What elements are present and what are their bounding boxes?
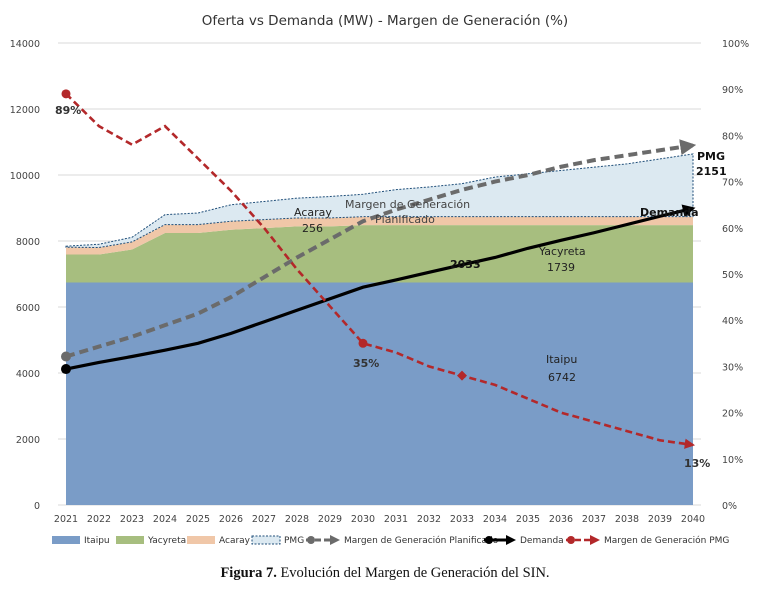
legend-dot-demanda bbox=[485, 536, 493, 544]
legend-arrow-demanda bbox=[506, 535, 516, 545]
line-margen-de-generación-planificado bbox=[65, 139, 697, 359]
y-left-tick-label: 6000 bbox=[16, 303, 40, 314]
annotation-acaray-value: 256 bbox=[302, 222, 323, 235]
legend: Itaipu Yacyreta Acaray PMG Margen de Gen… bbox=[52, 535, 729, 546]
x-tick-label: 2038 bbox=[615, 514, 639, 525]
y-right-tick-label: 10% bbox=[722, 455, 743, 466]
legend-label-demanda: Demanda bbox=[520, 536, 564, 546]
legend-swatch-yacyreta bbox=[116, 536, 144, 544]
annotation-itaipu-value: 6742 bbox=[548, 371, 576, 384]
y-right-tick-label: 40% bbox=[722, 316, 743, 327]
annotation-itaipu-name: Itaipu bbox=[546, 353, 577, 366]
annotation-margin-line2: Planificado bbox=[375, 213, 435, 226]
line-layer bbox=[61, 89, 697, 449]
legend-label-acaray: Acaray bbox=[219, 536, 251, 546]
annotation-pmg-name: PMG bbox=[697, 150, 725, 163]
legend-swatch-pmg bbox=[251, 535, 281, 545]
y-right-tick-label: 0% bbox=[722, 501, 737, 512]
area-yacyreta bbox=[66, 225, 693, 283]
x-tick-label: 2037 bbox=[582, 514, 606, 525]
area-layer bbox=[65, 153, 694, 505]
area-acaray bbox=[66, 216, 693, 255]
x-tick-label: 2031 bbox=[384, 514, 408, 525]
y-right-tick-label: 20% bbox=[722, 409, 743, 420]
x-tick-label: 2033 bbox=[450, 514, 474, 525]
y-right-tick-label: 50% bbox=[722, 270, 743, 281]
legend-swatch-itaipu bbox=[52, 536, 80, 544]
annotation-acaray-name: Acaray bbox=[294, 206, 332, 219]
chart: Oferta vs Demanda (MW) - Margen de Gener… bbox=[10, 13, 749, 546]
y-left-tick-label: 8000 bbox=[16, 237, 40, 248]
annotation-pct-2030: 35% bbox=[353, 357, 379, 370]
caption-label: Figura 7. bbox=[220, 565, 277, 581]
x-tick-label: 2027 bbox=[252, 514, 276, 525]
legend-label-pmg-margin: Margen de Generación PMG bbox=[604, 535, 729, 546]
annotation-yacyreta-value: 1739 bbox=[547, 261, 575, 274]
x-tick-label: 2021 bbox=[54, 514, 78, 525]
y-right-tick-label: 90% bbox=[722, 85, 743, 96]
x-tick-label: 2036 bbox=[549, 514, 573, 525]
annotation-pct-2040: 13% bbox=[684, 457, 710, 470]
x-tick-label: 2022 bbox=[87, 514, 111, 525]
x-tick-label: 2032 bbox=[417, 514, 441, 525]
annotation-pmg-value: 2151 bbox=[696, 165, 727, 178]
legend-arrow-planificado bbox=[330, 535, 340, 545]
x-tick-label: 2035 bbox=[516, 514, 540, 525]
y-left-tick-label: 0 bbox=[34, 501, 40, 512]
line-demanda bbox=[65, 204, 696, 371]
x-tick-label: 2026 bbox=[219, 514, 243, 525]
y-right-tick-label: 80% bbox=[722, 131, 743, 142]
x-tick-label: 2023 bbox=[120, 514, 144, 525]
y-right-tick-label: 60% bbox=[722, 224, 743, 235]
y-left-tick-label: 14000 bbox=[10, 39, 40, 50]
point-marker bbox=[61, 89, 71, 99]
y-left-tick-label: 10000 bbox=[10, 171, 40, 182]
y-right-tick-label: 100% bbox=[722, 39, 749, 50]
annotation-pct-2021: 89% bbox=[55, 104, 81, 117]
x-tick-label: 2040 bbox=[681, 514, 705, 525]
y-left-tick-label: 2000 bbox=[16, 435, 40, 446]
y-right-tick-label: 70% bbox=[722, 178, 743, 189]
legend-label-yacyreta: Yacyreta bbox=[147, 536, 186, 546]
chart-title: Oferta vs Demanda (MW) - Margen de Gener… bbox=[202, 13, 568, 29]
x-tick-label: 2034 bbox=[483, 514, 507, 525]
x-tick-label: 2024 bbox=[153, 514, 177, 525]
annotation-mid-value: 2033 bbox=[450, 258, 481, 271]
line-margen-de-generación-pmg bbox=[65, 92, 696, 449]
y-left-tick-label: 12000 bbox=[10, 105, 40, 116]
annotation-demanda: Demanda bbox=[640, 206, 699, 219]
point-marker bbox=[358, 338, 368, 348]
point-marker bbox=[61, 364, 71, 375]
legend-arrow-pmg-margin bbox=[590, 535, 600, 545]
area-itaipu bbox=[66, 282, 693, 505]
legend-label-pmg: PMG bbox=[284, 536, 304, 546]
x-tick-label: 2025 bbox=[186, 514, 210, 525]
x-tick-label: 2028 bbox=[285, 514, 309, 525]
annotation-yacyreta-name: Yacyreta bbox=[538, 245, 586, 258]
figure-caption: Figura 7. Evolución del Margen de Genera… bbox=[0, 565, 770, 582]
annotation-layer: 89% 35% 13% Acaray 256 Margen de Generac… bbox=[55, 104, 727, 470]
axis-layer: 0 2000 4000 6000 8000 10000 12000 14000 0% 10% 20%… bbox=[10, 39, 749, 525]
x-tick-label: 2030 bbox=[351, 514, 375, 525]
caption-text: Evolución del Margen de Generación del S… bbox=[276, 565, 550, 581]
point-marker bbox=[457, 370, 467, 381]
point-marker bbox=[61, 351, 71, 362]
legend-label-planificado: Margen de Generación Planificado bbox=[344, 535, 499, 546]
legend-swatch-acaray bbox=[187, 536, 215, 544]
legend-dot-pmg-margin bbox=[567, 536, 575, 544]
x-tick-label: 2039 bbox=[648, 514, 672, 525]
legend-dot-planificado bbox=[307, 536, 315, 544]
annotation-margin-line1: Margen de Generación bbox=[345, 198, 470, 211]
y-left-tick-label: 4000 bbox=[16, 369, 40, 380]
y-right-tick-label: 30% bbox=[722, 362, 743, 373]
legend-label-itaipu: Itaipu bbox=[84, 536, 110, 546]
x-tick-label: 2029 bbox=[318, 514, 342, 525]
